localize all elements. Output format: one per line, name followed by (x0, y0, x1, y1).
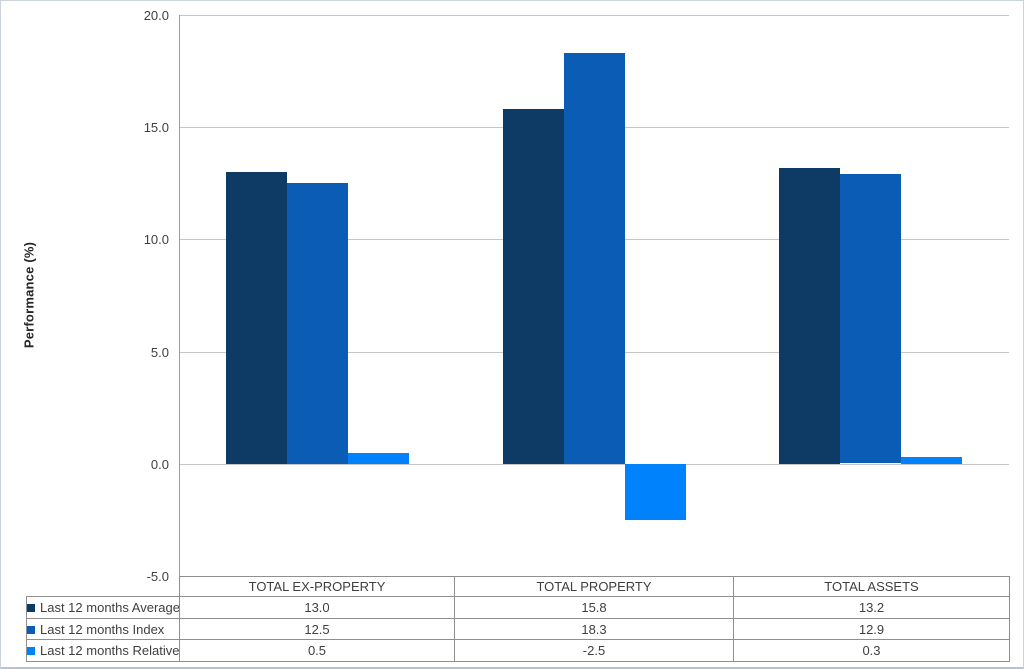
legend-swatch (27, 625, 35, 634)
value-cell: 13.0 (179, 596, 455, 619)
legend-label: Last 12 months Average (40, 600, 180, 615)
y-tick-label: 10.0 (143, 232, 169, 247)
legend-cell: Last 12 months Average (26, 596, 180, 619)
table-corner-cell (27, 577, 180, 597)
y-tick-label: 15.0 (143, 120, 169, 135)
y-axis-title: Performance (%) (21, 241, 37, 349)
bar (779, 168, 840, 464)
value-cell: 18.3 (454, 618, 734, 640)
bar (287, 183, 348, 464)
y-tick-label: -5.0 (146, 569, 169, 584)
table-row: Last 12 months Index 12.5 18.3 12.9 (26, 618, 1010, 640)
legend-label: Last 12 months Relative (40, 643, 180, 658)
legend-swatch (27, 647, 35, 655)
legend-cell: Last 12 months Index (26, 618, 180, 640)
value-cell: 12.9 (733, 618, 1010, 640)
bar (348, 453, 409, 464)
table-row: Last 12 months Relative 0.5 -2.5 0.3 (26, 639, 1010, 662)
gridline (179, 464, 1009, 465)
legend-label: Last 12 months Index (40, 621, 165, 637)
bar (564, 53, 625, 464)
value-cell: 15.8 (454, 596, 734, 619)
y-axis-line (179, 15, 180, 576)
bar (840, 174, 901, 463)
value-cell: 0.5 (179, 639, 455, 662)
gridline (179, 15, 1009, 16)
legend-swatch (27, 604, 35, 612)
table-category-header: TOTAL PROPERTY (454, 576, 734, 597)
bar (503, 109, 564, 464)
value-cell: 12.5 (179, 618, 455, 640)
y-tick-label: 20.0 (143, 8, 169, 23)
value-cell: 0.3 (733, 639, 1010, 662)
data-table: TOTAL EX-PROPERTY TOTAL PROPERTY TOTAL ASS… (26, 576, 1010, 662)
bar (625, 464, 686, 520)
value-cell: -2.5 (454, 639, 734, 662)
y-tick-label: 0.0 (150, 457, 169, 472)
table-row: Last 12 months Average 13.0 15.8 13.2 (26, 596, 1010, 619)
bar (226, 172, 287, 464)
bar (901, 457, 962, 464)
value-cell: 13.2 (733, 596, 1010, 619)
legend-cell: Last 12 months Relative (26, 639, 180, 662)
y-tick-label: 5.0 (150, 345, 169, 360)
table-category-header: TOTAL EX-PROPERTY (179, 576, 455, 597)
table-category-header: TOTAL ASSETS (733, 576, 1010, 597)
